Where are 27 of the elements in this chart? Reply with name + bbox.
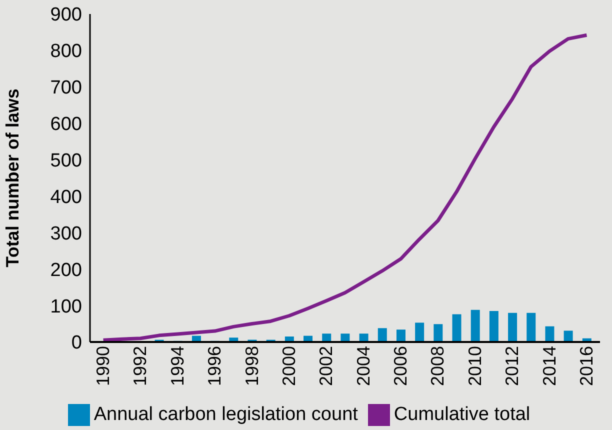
x-tick-label: 1990 <box>93 346 114 386</box>
x-tick-label: 1996 <box>204 346 225 386</box>
y-tick-label: 800 <box>50 41 82 62</box>
x-tick-label: 2004 <box>353 346 374 386</box>
x-tick-label: 2008 <box>428 346 448 386</box>
x-tick-label: 2012 <box>502 346 522 386</box>
x-tick-label: 2000 <box>279 346 299 386</box>
x-tick-label: 2016 <box>576 346 596 386</box>
y-tick-label: 0 <box>71 332 82 354</box>
x-tick-label: 2010 <box>464 346 485 386</box>
x-tick-label: 1994 <box>167 346 188 386</box>
y-tick-label: 400 <box>50 186 82 208</box>
legend-label: Cumulative total <box>394 404 530 425</box>
x-tick-label: 1998 <box>242 346 262 386</box>
y-tick-label: 100 <box>50 296 82 318</box>
x-tick-label: 2002 <box>316 346 336 386</box>
y-tick-label: 900 <box>50 4 82 26</box>
y-tick-label: 200 <box>50 260 82 281</box>
y-tick-label: 700 <box>50 78 82 99</box>
y-tick-label: 600 <box>50 114 82 136</box>
y-tick-label: 300 <box>50 223 82 244</box>
y-tick-label: 500 <box>50 150 82 172</box>
y-axis-title: Total number of laws <box>2 88 22 268</box>
x-tick-label: 2006 <box>390 346 411 386</box>
x-tick-label: 1992 <box>130 346 150 386</box>
legend-label: Annual carbon legislation count <box>94 404 358 425</box>
x-tick-label: 2014 <box>539 346 560 386</box>
